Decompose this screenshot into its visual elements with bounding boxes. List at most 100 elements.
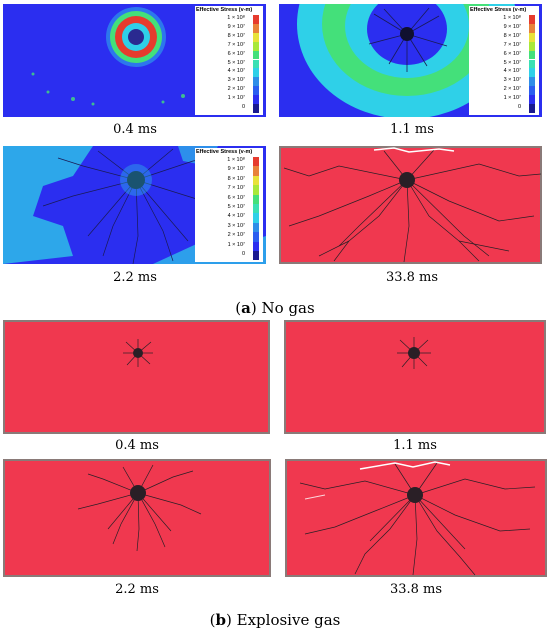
legend-tick-label: 5 × 10⁷ — [227, 204, 245, 210]
legend-color-swatch — [253, 222, 259, 233]
section-b-letter: b — [215, 611, 227, 629]
legend-color-swatch — [253, 95, 259, 104]
legend-color-swatch — [253, 175, 259, 186]
panel-a-33-8ms — [279, 146, 542, 264]
legend-color-swatch — [253, 157, 259, 167]
legend-tick-label: 8 × 10⁷ — [227, 175, 245, 182]
legend-tick-label: 2 × 10⁷ — [227, 86, 245, 93]
section-b-text: Explosive gas — [236, 611, 341, 629]
legend-color-swatch — [253, 23, 259, 33]
legend-color-swatch — [253, 15, 259, 24]
legend-tick-label: 1 × 10⁸ — [227, 15, 245, 21]
legend-tick-label: 2 × 10⁷ — [503, 86, 521, 93]
panel-b-1-1ms — [284, 320, 546, 434]
section-b-caption: (b) Explosive gas — [209, 611, 341, 629]
legend-color-swatch — [253, 104, 259, 113]
legend-tick-label: 8 × 10⁷ — [503, 32, 521, 39]
legend-color-swatch — [253, 32, 259, 42]
time-label-a1: 0.4 ms — [113, 122, 157, 137]
panel-a-2-2ms: Effective Stress (v-m) 1 × 10⁸ 9 × 10⁷ 8 ×… — [3, 146, 266, 264]
legend-color-swatch — [529, 104, 535, 113]
legend-tick-label: 1 × 10⁷ — [227, 95, 245, 102]
stress-legend-a2: Effective Stress (v-m) 1 × 10⁸ 9 × 10⁷ 8 ×… — [469, 6, 539, 115]
legend-title: Effective Stress (v-m) — [196, 7, 253, 13]
legend-color-swatch — [529, 23, 535, 33]
legend-tick-label: 9 × 10⁷ — [503, 23, 521, 30]
legend-color-swatch — [253, 251, 259, 261]
legend-color-swatch — [529, 50, 535, 60]
legend-color-swatch — [253, 241, 259, 251]
legend-tick-label: 0 — [517, 104, 521, 110]
panel-a-1-1ms: Effective Stress (v-m) 1 × 10⁸ 9 × 10⁷ 8 ×… — [279, 4, 542, 117]
legend-color-swatch — [253, 68, 259, 78]
legend-color-swatch — [253, 166, 259, 176]
crack-image-b2 — [284, 320, 546, 434]
panel-b-33-8ms — [285, 459, 547, 577]
stress-image-a2 — [279, 4, 542, 117]
time-label-b2: 1.1 ms — [393, 438, 437, 453]
legend-color-swatch — [529, 77, 535, 87]
time-label-b3: 2.2 ms — [115, 582, 159, 597]
legend-color-swatch — [253, 59, 259, 69]
legend-title: Effective Stress (v-m) — [470, 7, 527, 13]
legend-tick-label: 8 × 10⁷ — [227, 32, 245, 39]
legend-tick-label: 0 — [241, 251, 245, 257]
legend-color-swatch — [253, 204, 259, 214]
legend-color-swatch — [253, 194, 259, 204]
legend-color-swatch — [253, 86, 259, 96]
legend-color-swatch — [529, 95, 535, 104]
crack-image-b1 — [3, 320, 270, 434]
crack-image-b4 — [285, 459, 547, 577]
stress-legend-a1: Effective Stress (v-m) 1 × 10⁸ 9 × 10⁷ 8 ×… — [195, 6, 263, 115]
legend-color-swatch — [253, 41, 259, 51]
legend-color-swatch — [253, 232, 259, 242]
section-a-letter: a — [241, 299, 251, 317]
legend-tick-label: 4 × 10⁷ — [227, 68, 245, 75]
legend-tick-label: 6 × 10⁷ — [503, 50, 521, 57]
legend-color-swatch — [529, 32, 535, 42]
crack-image-b3 — [3, 459, 271, 577]
legend-tick-label: 5 × 10⁷ — [503, 59, 521, 66]
legend-tick-label: 3 × 10⁷ — [503, 77, 521, 84]
legend-color-swatch — [529, 15, 535, 24]
legend-tick-label: 6 × 10⁷ — [227, 50, 245, 57]
time-label-b4: 33.8 ms — [389, 582, 443, 597]
legend-color-swatch — [529, 86, 535, 96]
legend-tick-label: 1 × 10⁷ — [227, 241, 245, 248]
legend-tick-label: 2 × 10⁷ — [227, 232, 245, 239]
time-label-b1: 0.4 ms — [115, 438, 159, 453]
legend-tick-label: 1 × 10⁷ — [503, 95, 521, 102]
legend-tick-label: 6 × 10⁷ — [227, 194, 245, 201]
legend-title: Effective Stress (v-m) — [196, 149, 253, 155]
legend-color-swatch — [253, 50, 259, 60]
legend-color-swatch — [529, 41, 535, 51]
legend-color-swatch — [529, 68, 535, 78]
panel-b-0-4ms — [3, 320, 270, 434]
legend-tick-label: 4 × 10⁷ — [227, 213, 245, 220]
panel-b-2-2ms — [3, 459, 271, 577]
legend-color-swatch — [253, 185, 259, 195]
legend-tick-label: 5 × 10⁷ — [227, 59, 245, 66]
legend-tick-label: 3 × 10⁷ — [227, 222, 245, 229]
legend-tick-label: 3 × 10⁷ — [227, 77, 245, 84]
legend-color-swatch — [253, 77, 259, 87]
time-label-a2: 1.1 ms — [390, 122, 434, 137]
legend-tick-label: 1 × 10⁸ — [227, 157, 245, 163]
legend-tick-label: 4 × 10⁷ — [503, 68, 521, 75]
time-label-a4: 33.8 ms — [385, 270, 439, 285]
legend-tick-label: 9 × 10⁷ — [227, 23, 245, 30]
legend-color-swatch — [253, 213, 259, 223]
stress-legend-a3: Effective Stress (v-m) 1 × 10⁸ 9 × 10⁷ 8 ×… — [195, 148, 263, 262]
section-a-text: No gas — [261, 299, 315, 317]
legend-tick-label: 7 × 10⁷ — [227, 185, 245, 192]
panel-a-0-4ms: Effective Stress (v-m) 1 × 10⁸ 9 × 10⁷ 8 ×… — [3, 4, 266, 117]
legend-tick-label: 1 × 10⁸ — [503, 15, 521, 21]
crack-image-a4 — [279, 146, 542, 264]
legend-tick-label: 7 × 10⁷ — [503, 41, 521, 48]
legend-tick-label: 9 × 10⁷ — [227, 166, 245, 173]
section-a-caption: (a) No gas — [235, 299, 315, 317]
time-label-a3: 2.2 ms — [113, 270, 157, 285]
legend-tick-label: 7 × 10⁷ — [227, 41, 245, 48]
legend-tick-label: 0 — [241, 104, 245, 110]
legend-color-swatch — [529, 59, 535, 69]
